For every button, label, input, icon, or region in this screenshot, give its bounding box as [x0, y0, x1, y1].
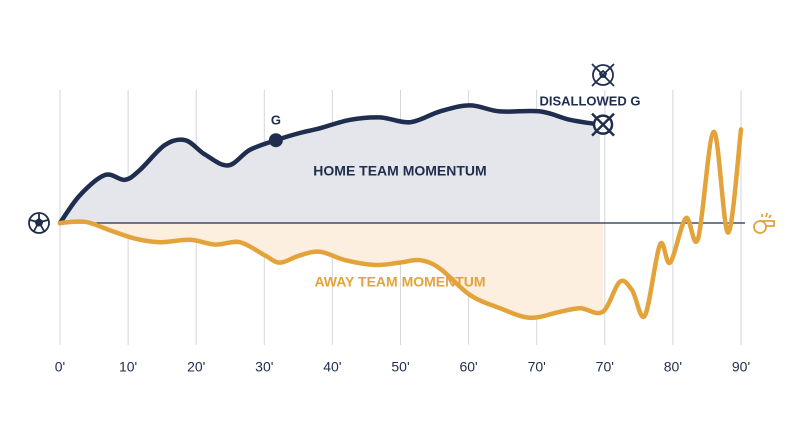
x-tick-label: 90' — [732, 359, 750, 375]
disallowed-marker — [591, 112, 615, 137]
line — [57, 127, 744, 321]
x-tick-label: 10' — [119, 359, 137, 375]
areas — [60, 105, 603, 318]
x-tick-label: 70' — [596, 359, 614, 375]
ball-icon — [28, 212, 50, 234]
whistle-icon — [753, 212, 775, 234]
lines — [57, 103, 744, 321]
area — [60, 105, 601, 223]
disallowed-ball-icon — [591, 63, 615, 87]
x-tick-label: 20' — [187, 359, 205, 375]
x-tick-label: 80' — [664, 359, 682, 375]
series-label: AWAY TEAM MOMENTUM — [314, 274, 485, 290]
x-tick-label: 60' — [459, 359, 477, 375]
area — [60, 221, 603, 318]
series-label: HOME TEAM MOMENTUM — [313, 163, 486, 179]
x-tick-label: 0' — [55, 359, 65, 375]
x-tick-label: 50' — [391, 359, 409, 375]
disallowed-cross — [591, 112, 615, 137]
annotation: G — [271, 113, 281, 128]
goal-marker — [268, 133, 283, 148]
x-tick-label: 30' — [255, 359, 273, 375]
line — [57, 103, 603, 226]
x-tick-label: 40' — [323, 359, 341, 375]
x-tick-label: 70' — [528, 359, 546, 375]
annotation: DISALLOWED G — [539, 93, 640, 108]
